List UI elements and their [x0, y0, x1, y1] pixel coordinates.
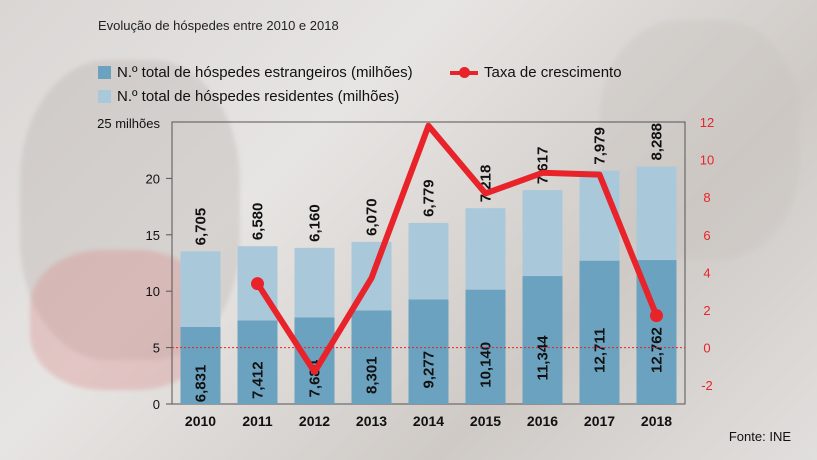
bar-foreign-label: 8,301	[364, 356, 381, 394]
bar-resident-label: 6,779	[421, 179, 438, 217]
x-tick-label: 2014	[413, 413, 444, 429]
bar-foreign-label: 12,711	[592, 328, 609, 373]
chart-subtitle: Evolução de hóspedes entre 2010 e 2018	[98, 18, 339, 33]
growth-point-end	[650, 309, 663, 323]
bar-resident-label: 6,705	[193, 208, 210, 246]
bar-foreign	[522, 276, 563, 404]
bar-resident-label: 7,979	[592, 127, 609, 165]
x-tick-label: 2012	[299, 413, 330, 429]
legend-growth-swatch	[450, 66, 478, 79]
growth-point-start	[251, 277, 264, 291]
bar-foreign-label: 11,344	[535, 335, 552, 381]
bar-resident	[294, 247, 335, 318]
background-shape	[600, 20, 800, 260]
y-left-tick-label: 15	[146, 228, 160, 243]
legend-foreign-swatch	[98, 66, 111, 79]
y-left-tick-label: 20	[146, 171, 160, 186]
bar-resident	[636, 166, 677, 261]
y-left-tick-label: 10	[146, 284, 160, 299]
bar-foreign	[351, 310, 392, 404]
bar-foreign-label: 12,762	[649, 327, 666, 373]
bar-foreign	[579, 260, 620, 404]
x-tick-label: 2016	[527, 413, 558, 429]
bar-resident-label: 8,288	[649, 123, 666, 161]
bar-resident	[465, 208, 506, 290]
bar-foreign	[237, 320, 278, 404]
legend-foreign-label: N.º total de hóspedes estrangeiros (milh…	[117, 64, 413, 81]
x-tick-label: 2017	[584, 413, 615, 429]
y-right-tick-label: -2	[701, 378, 713, 393]
bar-foreign-label: 9,277	[421, 351, 438, 389]
y-left-tick-label: 0	[153, 397, 160, 412]
x-tick-label: 2010	[185, 413, 216, 429]
bar-foreign	[294, 317, 335, 404]
x-tick-label: 2018	[641, 413, 672, 429]
legend-resident-swatch	[98, 90, 111, 103]
bar-resident	[408, 222, 449, 300]
bar-resident-label: 6,070	[364, 198, 381, 236]
bar-foreign-label: 6,831	[193, 365, 210, 403]
bar-resident-label: 6,160	[307, 204, 324, 242]
legend-foreign: N.º total de hóspedes estrangeiros (milh…	[98, 64, 413, 81]
bar-foreign-label: 7,412	[250, 361, 267, 399]
bar-resident-label: 7,617	[535, 147, 552, 185]
y-left-tick-label: 5	[153, 341, 160, 356]
bar-foreign	[180, 326, 221, 404]
background-shape	[30, 250, 210, 390]
bar-resident-label: 6,580	[250, 203, 267, 241]
legend-growth-label: Taxa de crescimento	[484, 64, 622, 81]
bar-resident	[180, 251, 221, 327]
legend-resident-label: N.º total de hóspedes residentes (milhõe…	[117, 88, 400, 105]
bar-foreign	[465, 289, 506, 404]
growth-line	[254, 122, 660, 376]
y-right-tick-label: 8	[703, 190, 710, 205]
bar-foreign	[408, 299, 449, 404]
y-right-tick-label: 2	[703, 303, 710, 318]
y-right-tick-label: 6	[703, 228, 710, 243]
y-right-tick-label: 10	[700, 153, 714, 168]
legend-resident: N.º total de hóspedes residentes (milhõe…	[98, 88, 399, 105]
source-note: Fonte: INE	[728, 429, 791, 444]
y-right-tick-label: 4	[703, 265, 710, 280]
legend-growth: Taxa de crescimento	[450, 64, 622, 81]
x-tick-label: 2015	[470, 413, 501, 429]
y-right-tick-label: 12	[700, 115, 714, 130]
x-tick-label: 2013	[356, 413, 387, 429]
y-right-tick-label: 0	[703, 341, 710, 356]
x-tick-label: 2011	[242, 413, 273, 429]
y-left-top-label: 25 milhões	[97, 116, 160, 131]
bar-foreign-label: 10,140	[478, 342, 495, 388]
bar-resident	[522, 190, 563, 277]
